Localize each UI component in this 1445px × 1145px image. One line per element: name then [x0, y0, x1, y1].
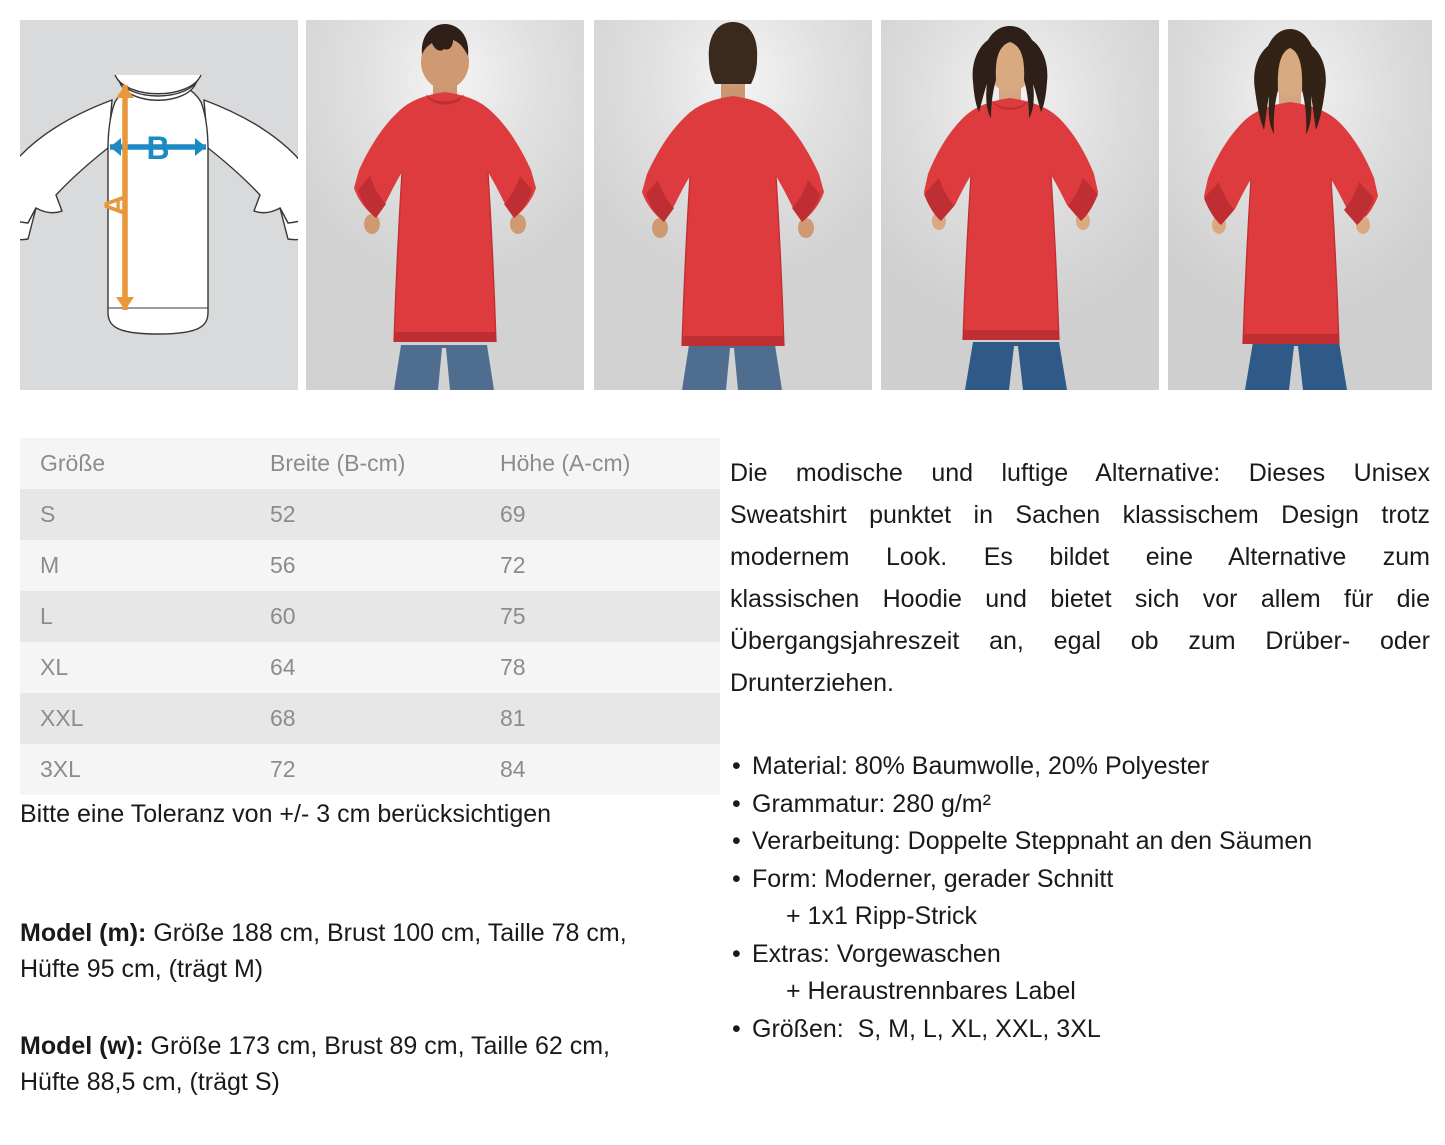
svg-text:A: A [99, 194, 132, 216]
